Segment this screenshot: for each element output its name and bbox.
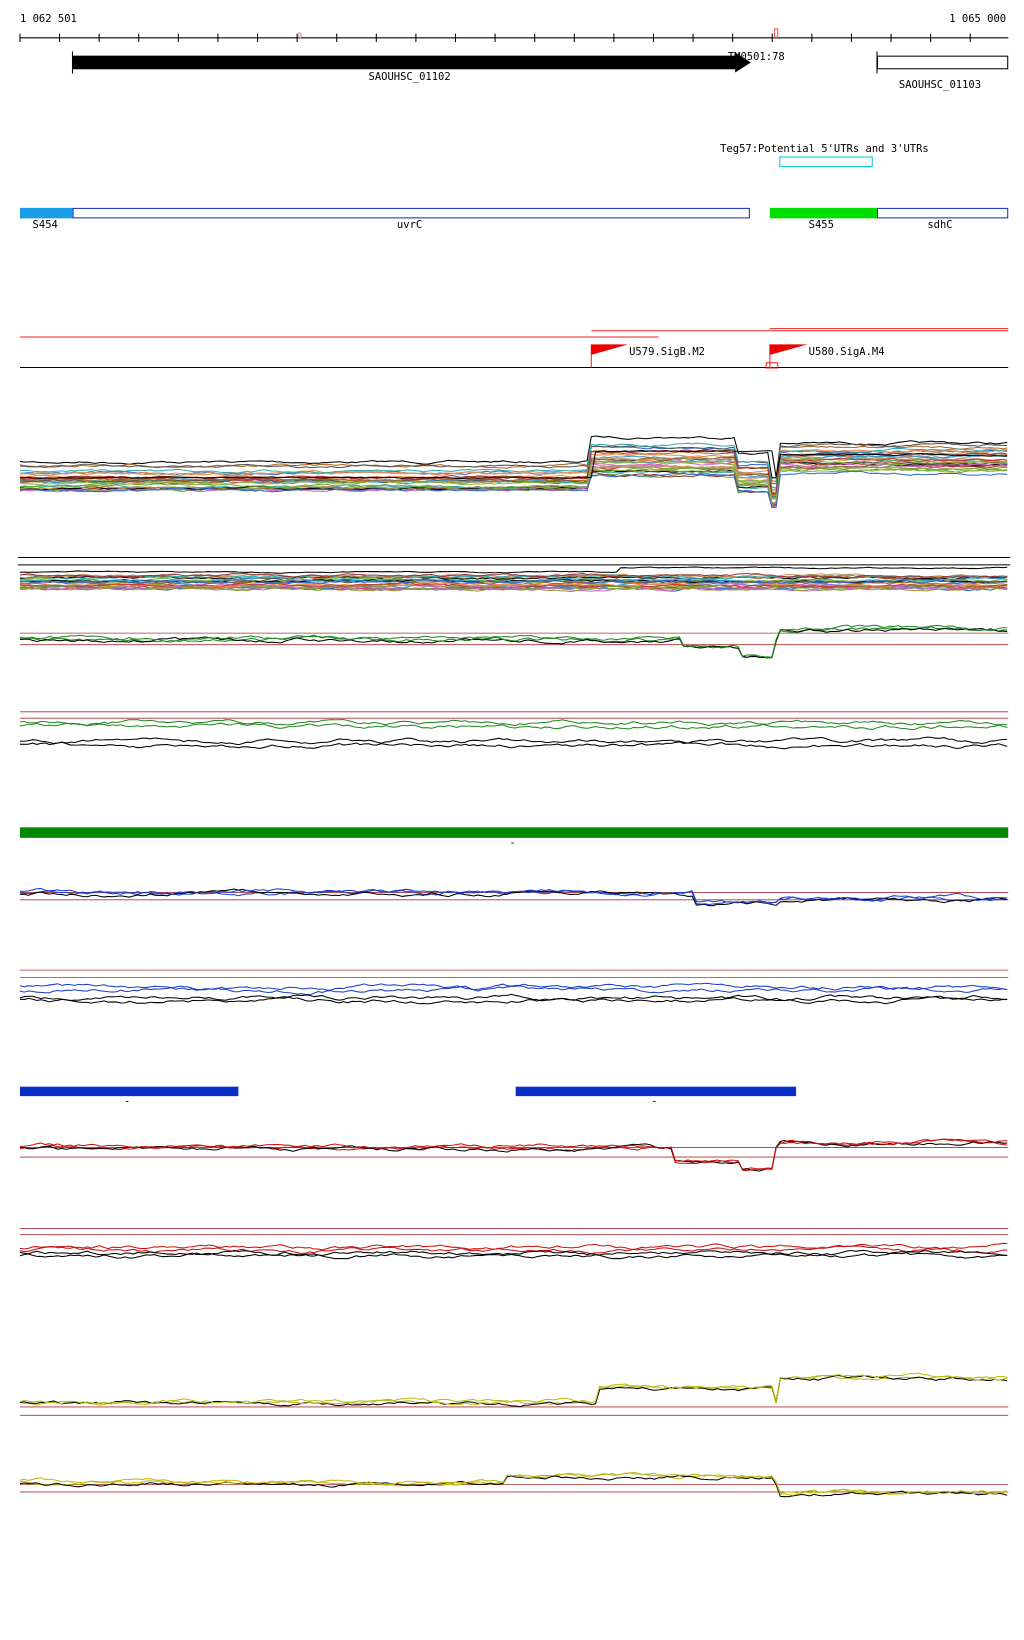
expression-line (19, 1138, 1008, 1171)
expression-line (19, 442, 1008, 489)
expression-line (19, 718, 1008, 727)
expression-line (19, 1372, 1008, 1406)
expression-line (19, 442, 1008, 485)
ruler-start: 1 062 501 (20, 13, 77, 25)
ruler-end: 1 065 000 (949, 13, 1006, 25)
promoter-label: U580.SigA.M4 (809, 346, 885, 358)
expression-line (19, 736, 1008, 746)
gene-arrowhead (735, 52, 751, 73)
expression-line (19, 985, 1008, 996)
gene-arrow (72, 55, 738, 70)
expression-line (19, 722, 1008, 731)
region-fill (769, 207, 877, 219)
marker: - (509, 837, 515, 849)
expression-line (19, 1242, 1008, 1251)
ruler-ticks (19, 33, 971, 42)
region-fill (19, 207, 73, 219)
expression-line (19, 449, 1008, 480)
expression-line (19, 888, 1008, 907)
coverage-bar (19, 1086, 239, 1097)
expression-line (19, 466, 1008, 504)
expression-line (19, 624, 1008, 659)
promoter-label: U579.SigB.M2 (629, 346, 705, 358)
expression-line (19, 566, 1008, 574)
expression-line (19, 574, 1008, 580)
expression-line (19, 585, 1008, 592)
feature-label: TM0501:78 (728, 51, 785, 63)
region-label: S455 (809, 219, 834, 231)
marker: - (651, 1096, 657, 1108)
expression-line (19, 1245, 1008, 1255)
coverage-bar (19, 827, 1009, 838)
expression-tracks (19, 435, 1009, 1498)
expression-line (19, 579, 1008, 585)
feature-mark (774, 28, 779, 38)
region-label: S454 (33, 219, 58, 231)
gene-box (876, 55, 1009, 70)
gene-label: SAOUHSC_01102 (369, 71, 451, 83)
expression-line (19, 993, 1008, 1002)
expression-line (19, 435, 1008, 479)
promoter-mark (765, 362, 779, 369)
flag (769, 344, 808, 355)
expression-line (19, 741, 1008, 750)
flag (591, 344, 629, 355)
expression-line (19, 1474, 1008, 1498)
expression-line (19, 586, 1008, 593)
expression-line (19, 1472, 1008, 1496)
expression-line (19, 1252, 1008, 1260)
expression-line (19, 460, 1008, 499)
expression-line (19, 1140, 1008, 1172)
marker: - (124, 1096, 130, 1108)
expression-line (19, 572, 1008, 579)
region-label: uvrC (397, 219, 422, 231)
utr-label: Teg57:Potential 5'UTRs and 3'UTRs (720, 143, 929, 155)
expression-line (19, 584, 1008, 590)
expression-line (19, 996, 1008, 1005)
gene-label: SAOUHSC_01103 (899, 79, 981, 91)
expression-line (19, 470, 1008, 509)
expression-line (19, 445, 1008, 482)
utr-box (779, 156, 873, 167)
expression-line (19, 577, 1008, 584)
expression-line (19, 1249, 1008, 1257)
region-outline (876, 207, 1009, 219)
expression-line (19, 887, 1008, 906)
coverage-bar (515, 1086, 797, 1097)
expression-line (19, 465, 1008, 505)
feature-mark (298, 32, 302, 38)
region-outline (72, 207, 750, 219)
expression-line (19, 982, 1008, 991)
expression-line (19, 1138, 1008, 1172)
expression-line (19, 627, 1008, 659)
region-label: sdhC (927, 219, 952, 231)
